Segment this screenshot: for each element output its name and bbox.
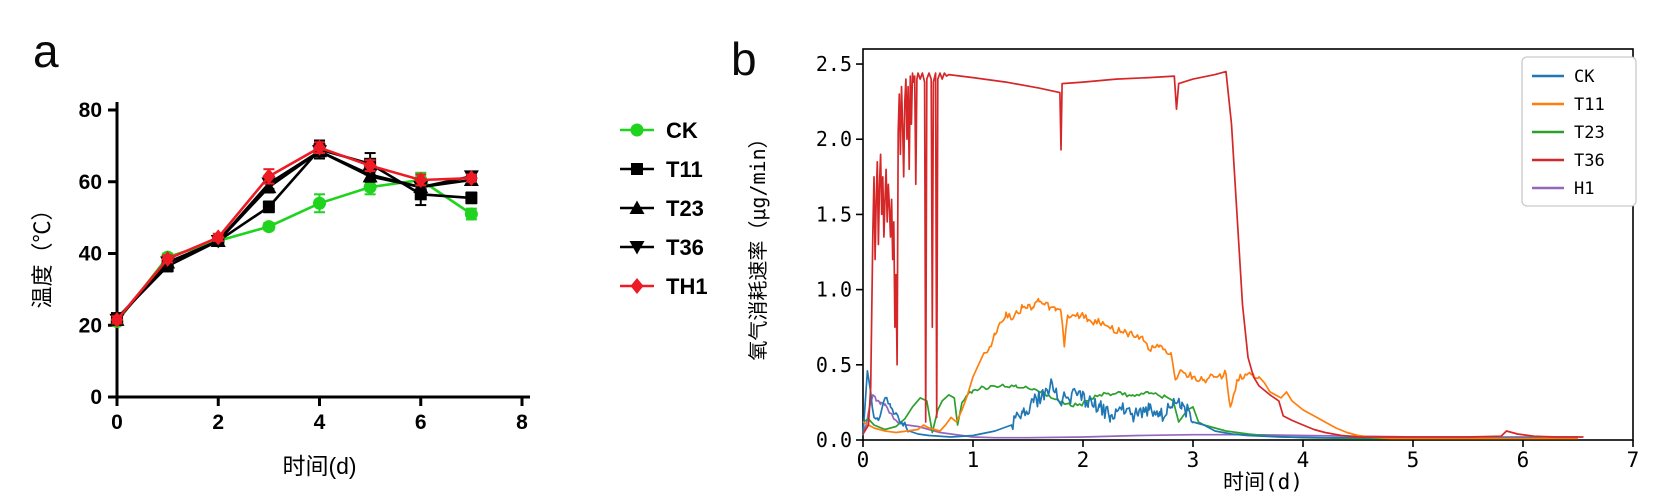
svg-text:T11: T11 xyxy=(666,157,703,182)
svg-text:2: 2 xyxy=(212,411,224,434)
panel-a-legend-item-T11: T11 xyxy=(620,157,703,182)
panel-b-series-H1 xyxy=(862,394,1578,439)
panel-a-legend-item-T23: T23 xyxy=(620,196,704,221)
panel-b-label: b xyxy=(731,33,757,85)
svg-text:2: 2 xyxy=(1077,448,1090,472)
panel-b-legend-item-T36: T36 xyxy=(1532,151,1605,171)
svg-text:4: 4 xyxy=(1297,448,1310,472)
svg-text:0.0: 0.0 xyxy=(816,428,852,452)
panel-b-legend-item-H1: H1 xyxy=(1532,179,1594,199)
svg-text:时间(d): 时间(d) xyxy=(282,453,356,479)
panel-a-temperature-chart: 0 20 40 60 80 0 2 4 6 8 时间(d) 温度（℃） CK T11 T23 T36 TH1 xyxy=(30,99,708,479)
svg-text:6: 6 xyxy=(1517,448,1530,472)
panel-b-series-CK xyxy=(862,369,1578,439)
svg-text:1: 1 xyxy=(967,448,980,472)
svg-text:H1: H1 xyxy=(1574,179,1594,199)
svg-text:0: 0 xyxy=(857,448,870,472)
svg-text:2.0: 2.0 xyxy=(816,127,852,151)
svg-text:40: 40 xyxy=(79,243,102,266)
panel-b-series-T36 xyxy=(862,70,1584,438)
panel-a-series-T36 xyxy=(109,143,479,328)
panel-b-legend-item-CK: CK xyxy=(1532,67,1595,87)
panel-b-series-T11 xyxy=(862,297,1578,440)
svg-text:氧气消耗速率（μg/min）: 氧气消耗速率（μg/min） xyxy=(746,128,770,360)
svg-text:TH1: TH1 xyxy=(666,274,708,299)
svg-text:5: 5 xyxy=(1407,448,1420,472)
svg-text:0.5: 0.5 xyxy=(816,353,852,377)
panel-a-legend-item-CK: CK xyxy=(620,118,698,143)
svg-text:6: 6 xyxy=(415,411,427,434)
svg-text:20: 20 xyxy=(79,314,102,337)
svg-text:T11: T11 xyxy=(1574,95,1605,115)
svg-text:T23: T23 xyxy=(1574,123,1605,143)
svg-text:CK: CK xyxy=(666,118,698,143)
svg-text:7: 7 xyxy=(1627,448,1640,472)
panel-a-axes: 0 20 40 60 80 0 2 4 6 8 时间(d) 温度（℃） xyxy=(30,99,530,479)
svg-text:3: 3 xyxy=(1187,448,1200,472)
svg-text:时间(d): 时间(d) xyxy=(1223,470,1303,494)
svg-text:T36: T36 xyxy=(666,235,704,260)
panel-b-legend-item-T11: T11 xyxy=(1532,95,1605,115)
svg-text:0: 0 xyxy=(90,386,102,409)
panel-a-legend-item-TH1: TH1 xyxy=(620,274,708,299)
svg-text:2.5: 2.5 xyxy=(816,52,852,76)
svg-text:60: 60 xyxy=(79,171,102,194)
panel-a-legend-item-T36: T36 xyxy=(620,235,704,260)
panel-b-series-T23 xyxy=(862,383,1578,440)
svg-text:T36: T36 xyxy=(1574,151,1605,171)
svg-text:1.0: 1.0 xyxy=(816,278,852,302)
svg-text:CK: CK xyxy=(1574,67,1595,87)
svg-text:80: 80 xyxy=(79,99,102,122)
panel-b-axes: 0 1 2 3 4 5 6 7 0.0 0.5 1.0 1.5 2.0 2.5 时间(d) 氧气消耗速率（μg… xyxy=(746,48,1640,494)
svg-text:T23: T23 xyxy=(666,196,704,221)
svg-text:温度（℃）: 温度（℃） xyxy=(30,198,55,308)
panel-a-series-TH1 xyxy=(110,139,478,328)
panel-b-legend: CK T11 T23 T36 H1 xyxy=(1521,56,1637,207)
panel-a-series-T23 xyxy=(109,143,479,326)
panel-a-legend: CK T11 T23 T36 TH1 xyxy=(620,118,708,299)
panel-a-label: a xyxy=(33,25,59,77)
svg-text:1.5: 1.5 xyxy=(816,202,852,226)
svg-text:8: 8 xyxy=(516,411,528,434)
panel-b-oxygen-consumption-chart: 0 1 2 3 4 5 6 7 0.0 0.5 1.0 1.5 2.0 2.5 时间(d) 氧气消耗速率（μg… xyxy=(746,48,1640,494)
panel-b-legend-item-T23: T23 xyxy=(1532,123,1605,143)
svg-text:0: 0 xyxy=(111,411,123,434)
svg-text:4: 4 xyxy=(314,411,326,434)
